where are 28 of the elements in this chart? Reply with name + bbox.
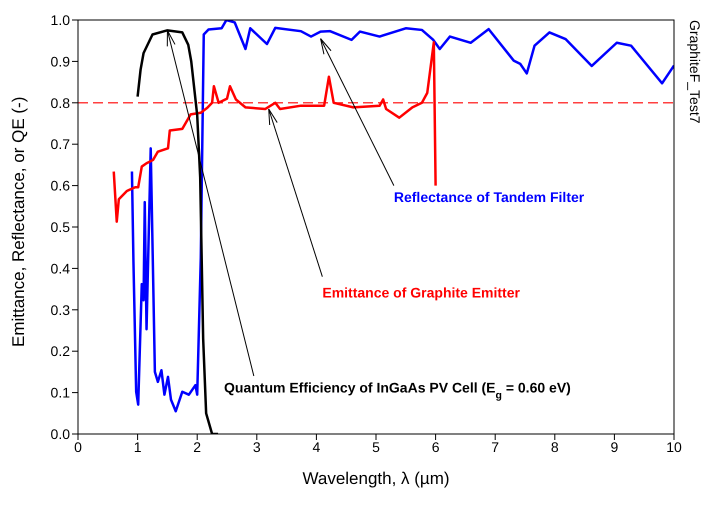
y-tick-label: 0.3 <box>50 302 70 318</box>
y-tick-label: 1.0 <box>50 12 70 28</box>
x-tick-label: 10 <box>666 438 682 455</box>
text: GraphiteF_Test7 <box>687 20 703 124</box>
annotation: Quantum Efficiency of InGaAs PV Cell (E$_{g}$ = 0.60 eV) <box>224 380 571 402</box>
y-tick-label: 0.9 <box>50 53 70 70</box>
y-tick-label: 0.6 <box>50 178 70 194</box>
x-tick-label: 6 <box>432 438 440 455</box>
x-tick-label: 4 <box>312 438 320 455</box>
x-tick-label: 7 <box>491 438 500 455</box>
y-tick-label: 0.8 <box>50 94 70 111</box>
x-tick-label: 3 <box>252 438 261 455</box>
x-tick-label: 5 <box>372 438 380 455</box>
x-tick-label: 0 <box>74 438 82 455</box>
x-tick-label: 8 <box>550 438 559 455</box>
annotation: Emittance of Graphite Emitter <box>322 284 521 300</box>
y-axis-title: Emittance, Reflectance, or QE (-) <box>9 96 28 347</box>
y-tick-label: 0.4 <box>50 260 70 276</box>
y-tick-label: 0.2 <box>50 343 70 360</box>
x-tick-label: 2 <box>193 438 202 455</box>
y-tick-label: 0.7 <box>50 136 70 152</box>
y-tick-label: 0.1 <box>50 384 70 401</box>
x-axis-title: Wavelength, λ (µm) <box>302 469 450 488</box>
annotation: Reflectance of Tandem Filter <box>394 189 585 206</box>
y-tick-label: 0.5 <box>50 218 70 235</box>
x-tick-label: 1 <box>134 438 142 455</box>
y-tick-label: 0.0 <box>50 426 70 442</box>
x-tick-label: 9 <box>610 438 618 455</box>
